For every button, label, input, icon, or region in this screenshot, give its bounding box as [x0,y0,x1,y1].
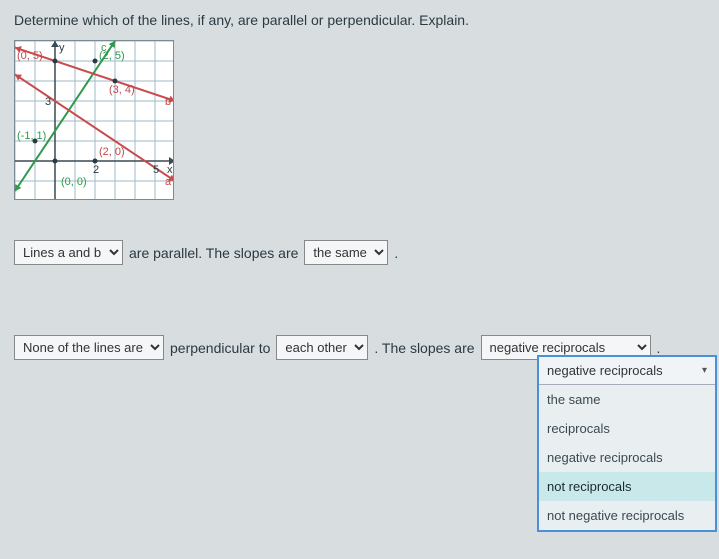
graph-svg: yc(0, 5)(2, 5)(3, 4)3b(-1, 1)(2, 0)25x(0… [15,41,174,200]
svg-text:(-1, 1): (-1, 1) [17,130,46,142]
dropdown-option[interactable]: reciprocals [539,414,715,443]
perp-lines-select[interactable]: None of the lines are [14,335,164,360]
statement-parallel: Lines a and b are parallel. The slopes a… [14,240,705,265]
dropdown-option[interactable]: the same [539,385,715,414]
svg-text:3: 3 [45,96,51,108]
question-text: Determine which of the lines, if any, ar… [14,12,705,28]
perp-target-select[interactable]: each other [276,335,368,360]
svg-text:b: b [165,96,171,108]
parallel-lines-select[interactable]: Lines a and b [14,240,123,265]
perp-text-1: perpendicular to [170,340,270,356]
svg-text:x: x [167,164,173,176]
svg-text:2: 2 [93,164,99,176]
period-2: . [657,340,661,356]
svg-text:y: y [59,42,65,54]
dropdown-current[interactable]: negative reciprocals ▾ [539,357,715,385]
svg-text:a: a [165,176,172,188]
parallel-slopes-select[interactable]: the same [304,240,388,265]
svg-text:(2, 5): (2, 5) [99,50,125,62]
svg-text:(3, 4): (3, 4) [109,84,135,96]
period-1: . [394,245,398,261]
coordinate-graph: yc(0, 5)(2, 5)(3, 4)3b(-1, 1)(2, 0)25x(0… [14,40,174,200]
dropdown-option[interactable]: not negative reciprocals [539,501,715,530]
graph-container: yc(0, 5)(2, 5)(3, 4)3b(-1, 1)(2, 0)25x(0… [14,40,705,200]
svg-text:(2, 0): (2, 0) [99,146,125,158]
chevron-down-icon: ▾ [702,365,707,376]
dropdown-current-label: negative reciprocals [547,363,663,378]
svg-text:5: 5 [153,164,159,176]
svg-text:(0, 5): (0, 5) [17,50,43,62]
perp-slopes-dropdown-open[interactable]: negative reciprocals ▾ the samereciproca… [537,355,717,532]
dropdown-option[interactable]: negative reciprocals [539,443,715,472]
dropdown-option[interactable]: not reciprocals [539,472,715,501]
perp-text-2: . The slopes are [374,340,474,356]
svg-text:(0, 0): (0, 0) [61,176,87,188]
parallel-text: are parallel. The slopes are [129,245,298,261]
